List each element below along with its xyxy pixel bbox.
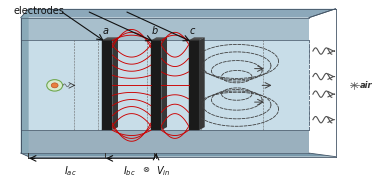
Text: air: air — [360, 81, 372, 90]
Polygon shape — [21, 40, 309, 130]
Text: $V_{in}$: $V_{in}$ — [156, 165, 170, 176]
Text: a: a — [103, 26, 109, 36]
Polygon shape — [21, 9, 29, 157]
Polygon shape — [188, 40, 199, 130]
Polygon shape — [151, 40, 161, 130]
Polygon shape — [102, 40, 112, 130]
Polygon shape — [161, 37, 167, 130]
Text: $I_{ac}$: $I_{ac}$ — [64, 165, 77, 176]
Polygon shape — [112, 37, 118, 130]
Polygon shape — [199, 37, 205, 130]
Polygon shape — [151, 37, 167, 40]
Polygon shape — [188, 37, 205, 40]
Text: electrodes: electrodes — [13, 6, 64, 16]
Polygon shape — [21, 18, 309, 40]
Text: $I_{bc}$: $I_{bc}$ — [123, 165, 136, 176]
Text: $\otimes$: $\otimes$ — [142, 165, 150, 174]
Polygon shape — [21, 130, 309, 153]
Polygon shape — [102, 37, 118, 40]
Text: b: b — [152, 26, 158, 36]
Polygon shape — [21, 153, 336, 157]
Ellipse shape — [51, 83, 58, 88]
Polygon shape — [21, 9, 336, 18]
Text: c: c — [190, 26, 195, 36]
Ellipse shape — [47, 80, 63, 91]
